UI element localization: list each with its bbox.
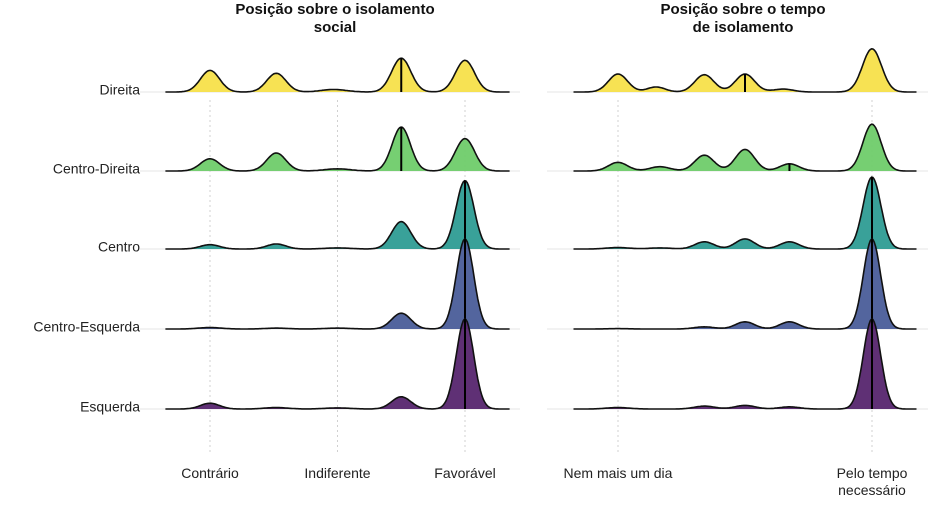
density-outline: [165, 238, 510, 330]
panel-title: Posição sobre o isolamento social: [235, 1, 434, 36]
density-ridge: [573, 318, 917, 410]
row-label: Centro-Direita: [53, 161, 140, 177]
row-label: Centro-Esquerda: [33, 319, 140, 335]
x-tick-label: Indiferente: [304, 465, 370, 481]
density-area: [165, 239, 510, 329]
density-outline: [573, 176, 917, 250]
panel-1: Posição sobre o isolamento social Contrári…: [140, 1, 520, 481]
density-ridge: [165, 179, 510, 250]
density-ridge: [165, 318, 510, 410]
panel-2: Posição sobre o tempo de isolamento Nem ma…: [547, 1, 928, 498]
density-ridge: [573, 47, 917, 93]
density-area: [573, 177, 917, 249]
row-label: Esquerda: [80, 399, 140, 415]
density-ridge: [165, 126, 510, 172]
density-area: [165, 319, 510, 409]
density-outline: [165, 126, 510, 172]
x-tick-label: Nem mais um dia: [564, 465, 673, 481]
density-ridge: [165, 57, 510, 93]
density-ridge: [573, 238, 917, 330]
density-outline: [165, 179, 510, 250]
density-ridge: [573, 123, 917, 172]
density-outline: [573, 318, 917, 410]
density-outline: [573, 238, 917, 330]
density-area: [573, 239, 917, 329]
panel-title: Posição sobre o tempo de isolamento: [660, 1, 825, 36]
density-ridge: [165, 238, 510, 330]
density-area: [165, 127, 510, 171]
density-area: [165, 58, 510, 92]
row-label: Centro: [98, 239, 140, 255]
density-area: [165, 180, 510, 249]
x-tick-label: Pelo tempo necessário: [837, 465, 908, 498]
x-tick-label: Favorável: [434, 465, 495, 481]
row-label: Direita: [100, 82, 141, 98]
x-tick-label: Contrário: [181, 465, 239, 481]
density-outline: [165, 57, 510, 93]
density-outline: [165, 318, 510, 410]
density-outline: [573, 123, 917, 172]
density-area: [573, 319, 917, 409]
density-ridge: [573, 176, 917, 250]
